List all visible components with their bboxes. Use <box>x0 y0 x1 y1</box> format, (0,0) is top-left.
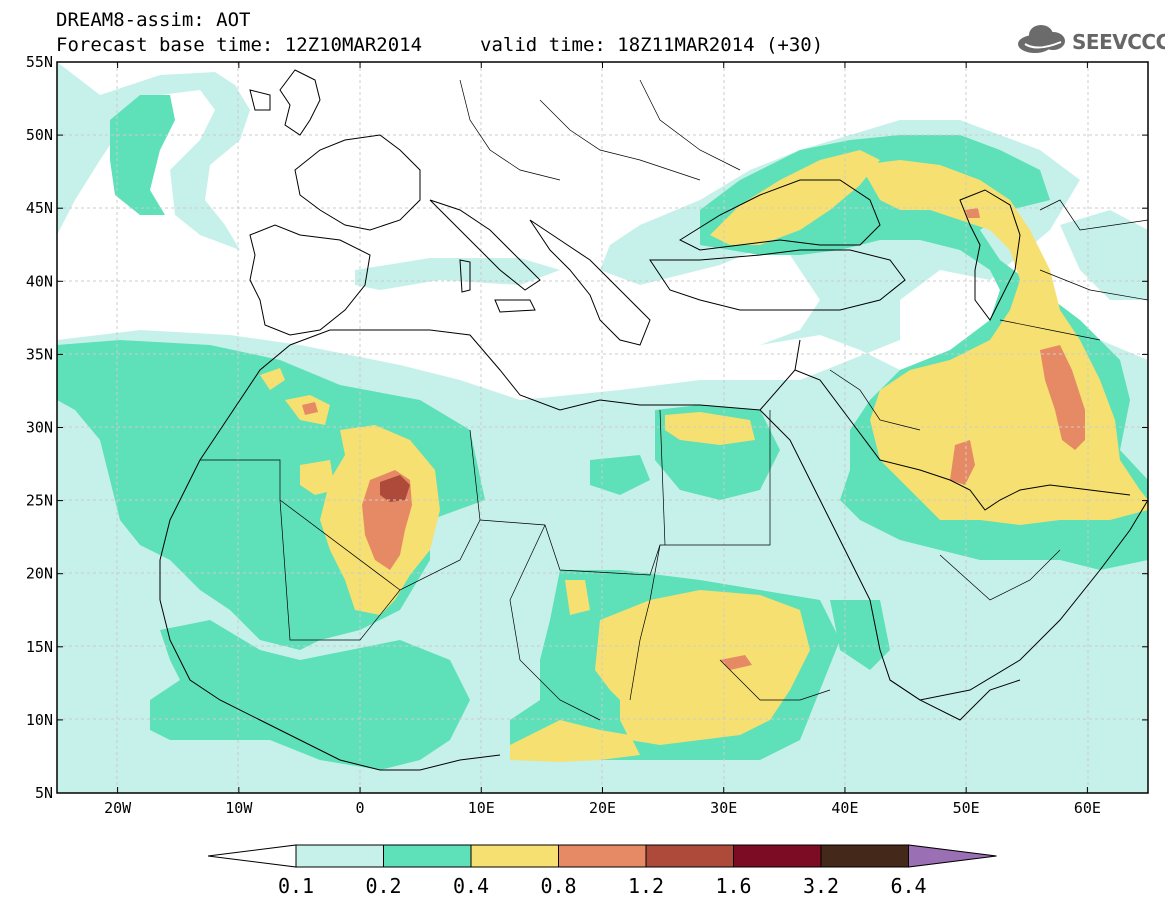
lon-label: 30E <box>710 799 737 817</box>
lon-label: 20W <box>104 799 132 817</box>
colorbar-swatch <box>470 844 559 868</box>
colorbar-swatch <box>558 844 647 868</box>
lat-label: 45N <box>26 199 53 217</box>
title-line1: DREAM8-assim: AOT <box>56 9 251 31</box>
country-borders <box>200 79 1148 721</box>
lat-label: 35N <box>26 345 53 363</box>
lat-label: 20N <box>26 565 53 583</box>
title-line2: Forecast base time: 12Z10MAR2014 <box>56 34 423 56</box>
colorbar-level-label: 0.4 <box>453 874 489 898</box>
lat-label: 25N <box>26 492 53 510</box>
aot-level-1.2 <box>380 475 410 502</box>
colorbar-level-label: 0.1 <box>278 874 314 898</box>
colorbar: 0.1 0.2 0.4 0.8 1.2 1.6 3.2 6.4 <box>207 844 997 898</box>
colorbar-over <box>908 844 997 868</box>
lon-label: 0 <box>356 799 365 817</box>
colorbar-swatch <box>295 844 384 868</box>
colorbar-swatch <box>733 844 822 868</box>
cloud-icon <box>1018 25 1065 53</box>
seevccc-logo <box>1018 25 1065 53</box>
colorbar-level-label: 1.6 <box>715 874 751 898</box>
colorbar-level-label: 6.4 <box>890 874 926 898</box>
lat-label: 15N <box>26 638 53 656</box>
colorbar-level-label: 3.2 <box>803 874 839 898</box>
aot-field <box>57 62 1148 793</box>
lon-label: 10E <box>468 799 495 817</box>
axis-ticks: 55N 50N 45N 40N 35N 30N 25N 20N 15N 10N 5N 20W 10W 0 1… <box>26 53 1148 817</box>
lon-label: 50E <box>953 799 980 817</box>
graticule <box>57 62 1148 793</box>
lat-label: 10N <box>26 711 53 729</box>
lon-label: 10W <box>225 799 253 817</box>
lon-label: 40E <box>831 799 858 817</box>
coastlines <box>159 69 1148 771</box>
lat-label: 30N <box>26 419 53 437</box>
lat-label: 55N <box>26 53 53 71</box>
lon-label: 20E <box>589 799 616 817</box>
colorbar-swatch <box>645 844 734 868</box>
colorbar-level-label: 0.8 <box>540 874 576 898</box>
lat-label: 40N <box>26 272 53 290</box>
colorbar-under <box>207 844 297 868</box>
valid-time: valid time: 18Z11MAR2014 (+30) <box>480 34 824 56</box>
colorbar-level-label: 0.2 <box>365 874 401 898</box>
colorbar-swatch <box>820 844 909 868</box>
lon-label: 60E <box>1074 799 1101 817</box>
logo-text: SEEVCCC <box>1072 30 1165 54</box>
colorbar-swatch <box>383 844 472 868</box>
lat-label: 5N <box>35 784 53 802</box>
colorbar-level-label: 1.2 <box>628 874 664 898</box>
lat-label: 50N <box>26 126 53 144</box>
